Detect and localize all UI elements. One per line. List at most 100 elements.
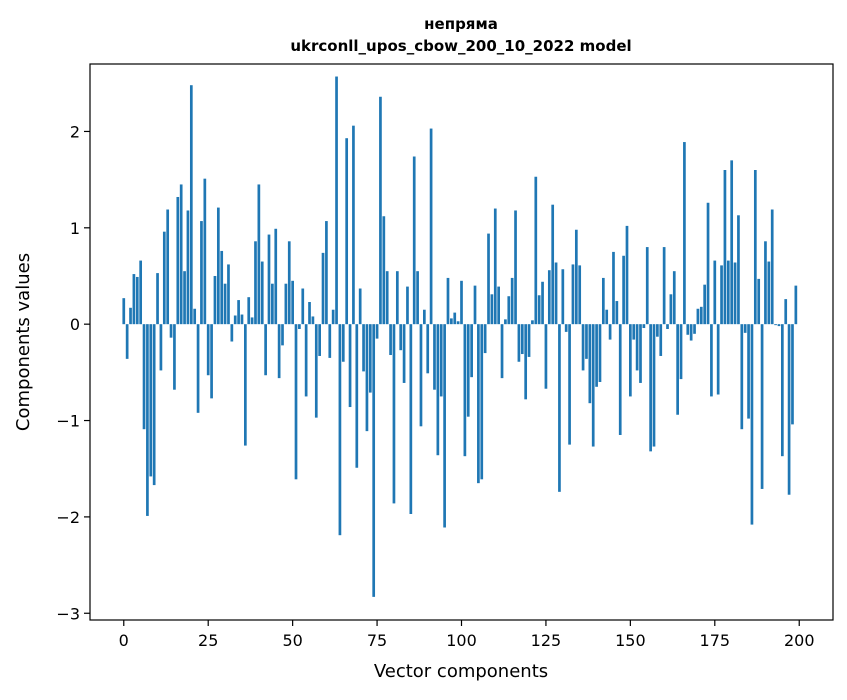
bar-105: [477, 324, 480, 484]
bar-197: [787, 324, 791, 495]
bar-58: [318, 324, 321, 356]
bar-47: [281, 324, 284, 346]
bar-149: [625, 225, 629, 325]
bar-122: [534, 176, 538, 325]
y-tick-label: 1: [70, 219, 80, 238]
bar-75: [375, 324, 379, 339]
bar-25: [206, 324, 210, 376]
bar-54: [304, 324, 308, 397]
bar-159: [659, 324, 663, 356]
bar-42: [264, 324, 267, 376]
bar-196: [784, 299, 788, 325]
bar-107: [483, 324, 487, 354]
bar-157: [652, 324, 656, 447]
bar-160: [662, 247, 666, 325]
bar-99: [456, 321, 460, 325]
bar-134: [574, 229, 578, 325]
bar-169: [693, 324, 696, 334]
bar-45: [274, 228, 278, 325]
bar-64: [338, 324, 342, 536]
y-tick-label: 0: [70, 315, 80, 334]
bar-93: [436, 324, 440, 456]
bar-112: [500, 324, 504, 379]
bar-167: [686, 324, 690, 335]
bar-68: [352, 125, 355, 325]
y-tick-label: 2: [70, 122, 80, 141]
bar-29: [220, 250, 224, 325]
bar-5: [139, 260, 143, 325]
bar-23: [200, 221, 203, 325]
bar-46: [277, 324, 281, 379]
bar-41: [260, 261, 264, 325]
bar-59: [321, 252, 325, 325]
bar-32: [230, 324, 234, 342]
bar-97: [450, 318, 453, 325]
bar-95: [443, 324, 446, 528]
bar-171: [699, 306, 703, 325]
bar-35: [240, 314, 244, 325]
bar-199: [794, 285, 798, 325]
bar-135: [578, 265, 582, 325]
bar-136: [581, 324, 585, 371]
bar-132: [568, 324, 571, 445]
bar-80: [392, 324, 396, 504]
bar-6: [142, 324, 146, 430]
bar-114: [507, 296, 511, 325]
bar-84: [406, 286, 409, 325]
bar-145: [612, 251, 615, 325]
bar-130: [561, 269, 565, 325]
bar-183: [740, 324, 744, 430]
bar-170: [696, 308, 700, 325]
bar-186: [750, 324, 754, 525]
bar-10: [156, 273, 159, 325]
bar-14: [169, 324, 173, 338]
bar-53: [301, 288, 305, 325]
bar-19: [186, 210, 190, 325]
bar-60: [325, 221, 328, 325]
y-axis-label: Components values: [13, 253, 34, 431]
bar-20: [189, 85, 193, 325]
bar-48: [284, 283, 288, 325]
bar-55: [308, 302, 311, 325]
bar-21: [193, 308, 197, 325]
bar-178: [723, 170, 727, 325]
x-tick-label: 200: [784, 631, 815, 650]
y-tick-label: −2: [56, 508, 80, 527]
y-tick-label: −3: [56, 604, 80, 623]
bar-30: [223, 283, 227, 325]
bar-166: [683, 142, 686, 325]
bar-144: [608, 324, 612, 340]
x-tick-label: 75: [367, 631, 387, 650]
bar-128: [554, 262, 558, 325]
y-tick-label: −1: [56, 412, 80, 431]
bar-121: [531, 320, 534, 325]
bar-39: [254, 241, 257, 325]
bar-17: [179, 184, 183, 325]
bar-38: [250, 317, 254, 325]
bar-85: [409, 324, 413, 514]
bar-162: [669, 294, 673, 325]
bar-168: [689, 324, 693, 341]
bar-15: [173, 324, 176, 390]
bar-153: [639, 324, 642, 383]
bar-94: [439, 324, 443, 397]
bar-179: [726, 260, 730, 325]
bar-62: [331, 309, 335, 325]
bar-43: [267, 234, 271, 325]
bar-50: [291, 280, 294, 325]
chart-title-line1: непряма: [424, 15, 498, 33]
bar-87: [416, 271, 419, 325]
bar-131: [564, 324, 568, 332]
bar-92: [433, 324, 436, 390]
bar-69: [355, 324, 359, 468]
bar-91: [429, 128, 433, 325]
bar-49: [287, 241, 291, 325]
bar-146: [615, 301, 619, 325]
bar-81: [395, 271, 399, 325]
bar-3: [132, 274, 136, 325]
bar-37: [247, 297, 251, 325]
bar-100: [460, 280, 463, 325]
bar-76: [379, 96, 382, 325]
